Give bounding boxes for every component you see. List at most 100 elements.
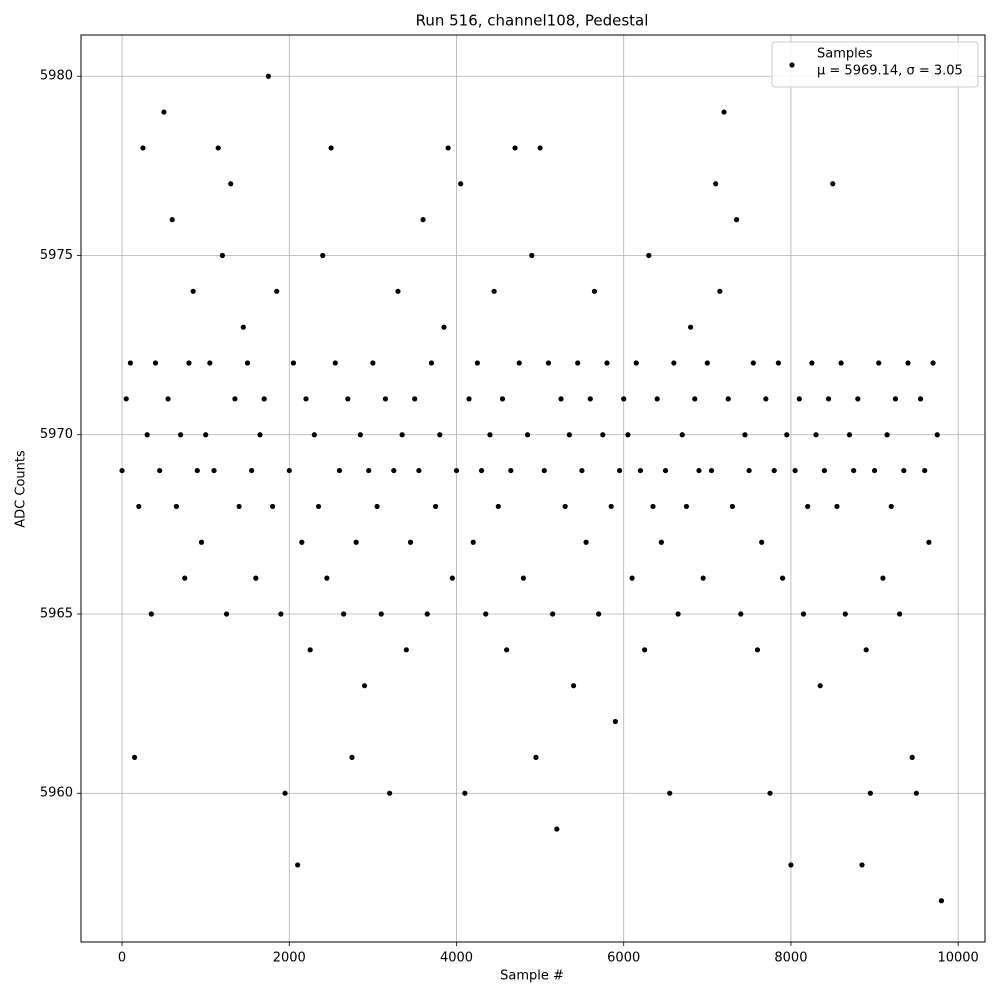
point [232, 396, 238, 402]
point [520, 575, 526, 581]
point [746, 467, 752, 474]
point [612, 718, 618, 725]
point [165, 396, 171, 402]
point [269, 503, 276, 510]
point [767, 790, 773, 796]
point [917, 396, 924, 402]
point [583, 539, 589, 545]
point [897, 611, 903, 617]
y-tick-label: 5980 [40, 69, 73, 84]
point [625, 432, 631, 438]
point [880, 575, 886, 581]
legend-marker [789, 62, 795, 68]
point [253, 575, 259, 581]
point [370, 360, 376, 366]
point [303, 396, 309, 402]
point [805, 503, 811, 510]
point [161, 109, 167, 115]
point [407, 539, 414, 545]
point [324, 575, 330, 581]
point [600, 432, 606, 438]
point [545, 360, 552, 366]
point [658, 539, 664, 545]
chart-title: Run 516, channel108, Pedestal [416, 12, 649, 30]
point [449, 575, 455, 581]
point [587, 396, 593, 402]
point [554, 826, 560, 832]
point [926, 539, 932, 545]
point [529, 252, 535, 259]
point [667, 790, 673, 796]
point [295, 862, 301, 868]
point [771, 467, 777, 474]
point [119, 467, 125, 474]
point [796, 396, 802, 402]
point [646, 252, 652, 259]
point [194, 467, 200, 474]
point [299, 539, 305, 545]
point [696, 467, 702, 474]
point [361, 683, 368, 689]
point [570, 683, 577, 689]
point [441, 324, 447, 330]
point [871, 467, 878, 474]
point [813, 432, 819, 438]
point [483, 611, 489, 617]
y-tick-label: 5960 [40, 786, 73, 801]
point [892, 396, 899, 402]
point [219, 252, 225, 259]
point [257, 432, 263, 438]
point [905, 360, 911, 366]
point [713, 181, 719, 187]
point [742, 432, 748, 438]
point [403, 647, 409, 653]
point [725, 396, 731, 402]
y-tick-label: 5965 [40, 606, 73, 621]
point [173, 503, 179, 510]
point [462, 790, 468, 796]
point [671, 360, 677, 366]
point [215, 145, 221, 151]
point [499, 396, 506, 402]
point [286, 467, 292, 474]
point [700, 575, 706, 581]
point [491, 288, 497, 294]
point [207, 360, 213, 366]
point [763, 396, 769, 402]
point [512, 145, 518, 151]
legend: Samples μ = 5969.14, σ = 3.05 [771, 41, 979, 88]
point [909, 754, 915, 760]
point [190, 288, 196, 294]
point [198, 539, 205, 545]
point [834, 503, 840, 510]
point [717, 288, 723, 294]
point [846, 432, 853, 438]
point [516, 360, 522, 366]
point [416, 467, 422, 474]
point [320, 252, 326, 259]
point [579, 467, 585, 474]
point [692, 396, 698, 402]
point [244, 360, 251, 366]
point [466, 396, 472, 402]
point [863, 647, 869, 653]
point [332, 360, 338, 366]
point [938, 898, 945, 904]
y-tick-label: 5975 [40, 248, 73, 263]
point [203, 432, 209, 438]
point [274, 288, 280, 294]
point [148, 611, 154, 617]
point [391, 467, 397, 474]
point [387, 790, 393, 796]
point [382, 396, 389, 402]
point [575, 360, 581, 366]
point [453, 467, 460, 474]
point [541, 467, 547, 474]
point [888, 503, 894, 510]
point [136, 503, 142, 510]
point [792, 467, 798, 474]
point [458, 181, 464, 187]
point [708, 467, 715, 474]
point [855, 396, 861, 402]
